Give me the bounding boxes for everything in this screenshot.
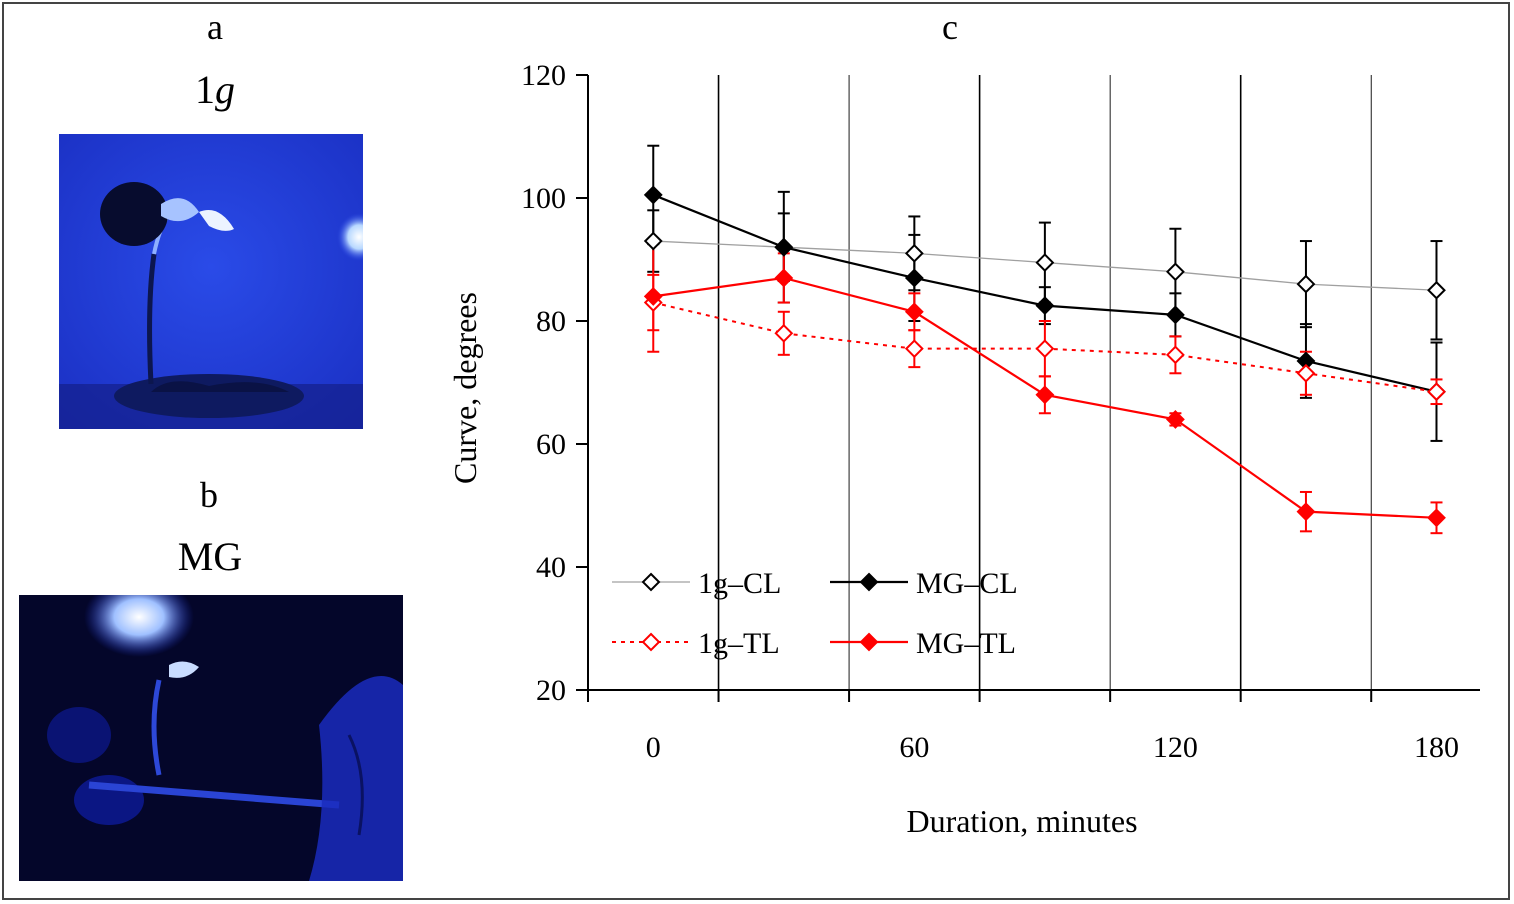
data-point — [1035, 296, 1055, 316]
panel-c-letter: c — [942, 7, 958, 47]
axis-layer: 20 40 60 80 100 120 0 60 120 180 — [521, 59, 1480, 764]
legend-label: MG–CL — [916, 567, 1018, 600]
y-tick-label: 100 — [521, 182, 566, 215]
panel-b-label: MG — [177, 534, 243, 579]
data-point — [1165, 345, 1185, 365]
legend-layer: 1g–CL MG–CL 1g–TL MG–TL — [612, 567, 1018, 660]
data-point — [1296, 363, 1316, 383]
data-point — [643, 185, 663, 205]
legend-marker — [641, 572, 661, 592]
grid-layer — [717, 75, 1372, 690]
y-tick-label: 60 — [536, 428, 566, 461]
data-point — [643, 231, 663, 251]
data-point — [1035, 339, 1055, 359]
panel-b-letter: b — [200, 475, 218, 515]
legend-label: 1g–TL — [698, 627, 780, 660]
panel-a-label-main: 1 — [195, 67, 215, 112]
panel-a-label: 1g — [160, 66, 270, 113]
data-point — [904, 339, 924, 359]
data-point — [1427, 280, 1446, 300]
data-point — [774, 323, 794, 343]
data-point — [774, 268, 794, 288]
data-point — [904, 243, 924, 263]
data-point — [1165, 409, 1185, 429]
data-point — [1165, 305, 1185, 325]
seedling-photo-mg — [19, 595, 403, 881]
data-point — [1035, 253, 1055, 272]
x-tick-label: 60 — [899, 731, 929, 764]
data-point — [1035, 385, 1055, 405]
data-point — [904, 268, 924, 288]
x-tick-label: 0 — [646, 731, 661, 764]
legend-marker — [641, 632, 661, 652]
legend-marker — [859, 632, 879, 652]
x-tick-label: 180 — [1414, 731, 1459, 764]
panel-a-label-italic: g — [215, 67, 235, 112]
data-point — [1296, 502, 1316, 522]
panel-a-letter: a — [207, 7, 223, 47]
y-axis-title: Curve, degrees — [447, 292, 483, 484]
data-point — [774, 237, 794, 257]
data-point — [643, 286, 663, 306]
data-point — [904, 302, 924, 322]
seedling-photo-1g — [59, 134, 363, 429]
data-point — [1296, 274, 1316, 294]
legend-marker — [859, 572, 879, 592]
legend-label: 1g–CL — [698, 567, 781, 600]
data-point — [1427, 382, 1446, 402]
x-tick-label: 120 — [1153, 731, 1198, 764]
y-tick-label: 120 — [521, 59, 566, 92]
y-tick-label: 20 — [536, 674, 566, 707]
legend-label: MG–TL — [916, 627, 1016, 660]
y-tick-label: 40 — [536, 551, 566, 584]
series-layer — [643, 144, 1446, 535]
y-tick-label: 80 — [536, 305, 566, 338]
x-axis-title: Duration, minutes — [906, 803, 1137, 839]
data-point — [1427, 508, 1446, 528]
data-point — [1165, 262, 1185, 282]
